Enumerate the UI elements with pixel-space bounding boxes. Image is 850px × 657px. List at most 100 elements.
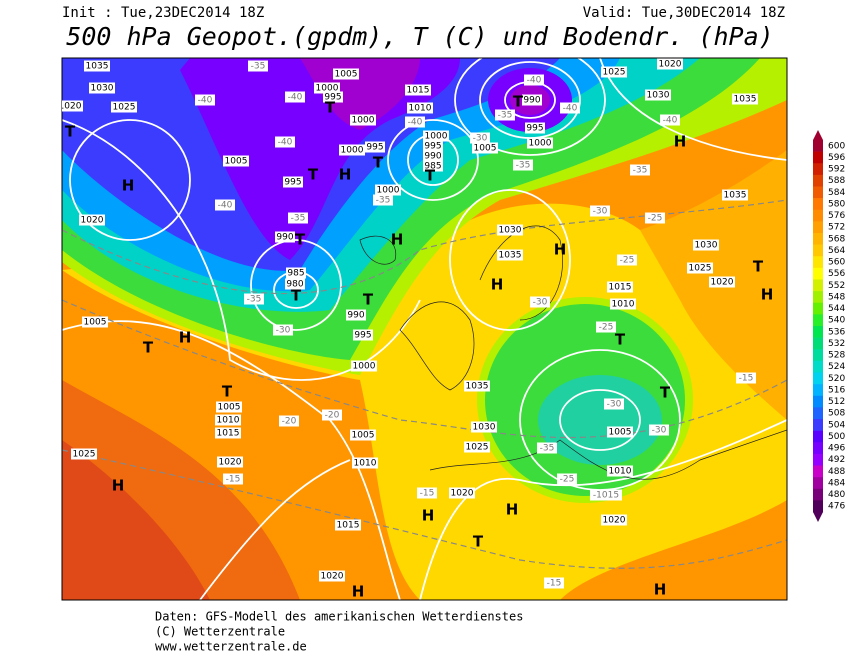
temperature-label: -35 [516, 161, 531, 171]
label-box [79, 214, 105, 226]
valid-time: Valid: Tue,30DEC2014 18Z [583, 5, 785, 21]
label-box [601, 514, 627, 526]
pressure-center: H [352, 583, 365, 601]
pressure-center: T [363, 291, 374, 309]
temperature-label: -35 [498, 111, 513, 121]
isobar-label: 1020 [659, 60, 682, 70]
isobar-label: 1000 [377, 186, 400, 196]
label-box [657, 58, 683, 70]
isobar-label: 1030 [647, 91, 670, 101]
label-box [352, 457, 378, 469]
label-box [449, 487, 475, 499]
label-box [283, 176, 303, 188]
colorbar-label: 532 [828, 339, 845, 349]
label-box [285, 278, 305, 290]
colorbar-cell [813, 279, 823, 292]
label-box [522, 94, 542, 106]
colorbar-cap [813, 130, 823, 140]
isobar-label: 1020 [81, 216, 104, 226]
colorbar-cell [813, 419, 823, 431]
isobar-label: 1025 [603, 68, 626, 78]
label-box [590, 489, 622, 501]
label-box [279, 415, 299, 427]
label-box [375, 184, 401, 196]
footer-line: Daten: GFS-Modell des amerikanischen Wet… [155, 610, 523, 624]
label-box [273, 324, 293, 336]
temperature-label: -35 [633, 166, 648, 176]
temperature-label: -15 [739, 374, 754, 384]
label-box [275, 136, 295, 148]
colorbar-cell [813, 198, 823, 211]
isobar-label: 1005 [474, 144, 497, 154]
isobar-label: 995 [354, 331, 371, 341]
isobar-label: 1030 [473, 423, 496, 433]
pressure-center: T [295, 231, 306, 249]
colorbar-label: 512 [828, 397, 845, 407]
temperature-label: -20 [325, 411, 340, 421]
isobar-label: 985 [287, 269, 304, 279]
label-box [617, 254, 637, 266]
isobar-label: 1010 [354, 459, 377, 469]
label-box [525, 122, 545, 134]
colorbar-label: 544 [828, 304, 845, 314]
temperature-label: -35 [251, 62, 266, 72]
label-box [464, 380, 490, 392]
label-box [223, 155, 249, 167]
label-box [590, 205, 610, 217]
pressure-center: T [143, 339, 154, 357]
label-box [722, 189, 748, 201]
colorbar-cell [813, 151, 823, 164]
label-box [423, 140, 443, 152]
colorbar-cell [813, 291, 823, 304]
label-box [322, 409, 342, 421]
pressure-center: H [491, 276, 504, 294]
isobar-label: 1025 [113, 103, 136, 113]
label-box [645, 212, 665, 224]
label-box [244, 293, 264, 305]
colorbar-cell [813, 500, 823, 513]
label-box [215, 427, 241, 439]
isobar-label: 1035 [466, 382, 489, 392]
isobar-label: 995 [284, 178, 301, 188]
label-box [464, 441, 490, 453]
pressure-center: T [65, 123, 76, 141]
colorbar-label: 484 [828, 478, 845, 488]
isobar-label: 1000 [341, 146, 364, 156]
label-box [365, 141, 385, 153]
isobar-label: 995 [526, 124, 543, 134]
label-box [346, 309, 366, 321]
temperature-label: -40 [288, 93, 303, 103]
colorbar-cell [813, 384, 823, 397]
colorbar-cell [813, 488, 823, 501]
pressure-center: T [222, 383, 233, 401]
colorbar-label: 560 [828, 258, 845, 268]
label-box [645, 89, 671, 101]
temperature-label: -35 [291, 214, 306, 224]
label-box [405, 116, 425, 128]
temperature-label: -15 [226, 475, 241, 485]
pressure-center: H [674, 133, 687, 151]
colorbar-label: 500 [828, 432, 845, 442]
label-box [82, 316, 108, 328]
init-time: Init : Tue,23DEC2014 18Z [62, 5, 264, 21]
temperature-label: -30 [593, 207, 608, 217]
temperature-label: -30 [473, 134, 488, 144]
temperature-label: -35 [540, 444, 555, 454]
temperature-label: -25 [599, 323, 614, 333]
temperature-label: -20 [282, 417, 297, 427]
isobar-label: 990 [347, 311, 364, 321]
colorbar-label: 504 [828, 420, 845, 430]
temperature-label: -40 [198, 96, 213, 106]
isobar-label: 990 [276, 233, 293, 243]
isobar-label: 1015 [609, 283, 632, 293]
colorbar-label: 552 [828, 281, 845, 291]
pressure-center: H [391, 231, 404, 249]
temperature-label: -15 [547, 579, 562, 589]
temperature-label: -40 [278, 138, 293, 148]
label-box [687, 262, 713, 274]
isobar-label: 1005 [218, 403, 241, 413]
label-box [335, 519, 361, 531]
colorbar-cell [813, 174, 823, 187]
colorbar-label: 508 [828, 409, 845, 419]
label-box [223, 473, 243, 485]
